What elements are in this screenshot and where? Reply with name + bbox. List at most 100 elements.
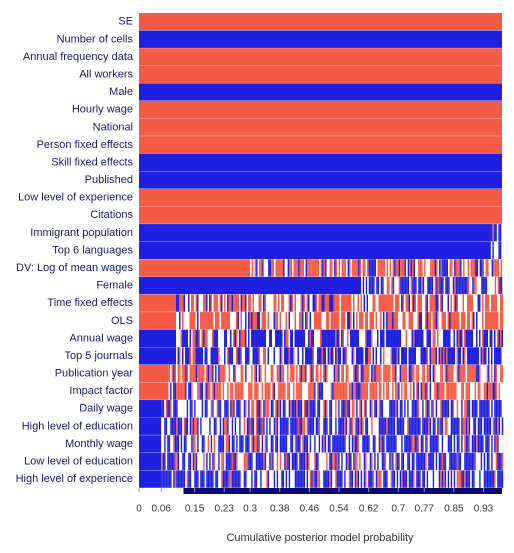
mixed-stripe (453, 294, 456, 313)
mixed-stripe (215, 347, 217, 365)
mixed-stripe (367, 259, 369, 277)
mixed-stripe (269, 347, 271, 365)
mixed-stripe (356, 312, 358, 330)
mixed-stripe (419, 364, 421, 383)
mixed-stripe (497, 276, 500, 295)
mixed-stripe (470, 259, 473, 277)
mixed-stripe (242, 347, 244, 365)
mixed-stripe (188, 435, 190, 453)
mixed-stripe (203, 312, 205, 330)
mixed-stripe (375, 312, 378, 330)
mixed-stripe (371, 347, 373, 365)
mixed-stripe (434, 470, 436, 488)
mixed-stripe (194, 417, 196, 436)
mixed-stripe (206, 347, 208, 365)
mixed-stripe (486, 329, 489, 348)
mixed-stripe (305, 347, 307, 365)
mixed-stripe (245, 417, 247, 436)
mixed-stripe (425, 470, 427, 488)
mixed-stripe (291, 312, 294, 330)
mixed-stripe (290, 364, 292, 383)
mixed-stripe (260, 382, 262, 401)
row-label: Citations (90, 209, 133, 221)
row-solid (139, 347, 177, 365)
mixed-stripe (380, 276, 383, 295)
mixed-stripe (236, 364, 238, 383)
mixed-stripe (363, 435, 366, 453)
mixed-stripe (288, 452, 291, 471)
mixed-stripe (191, 364, 193, 383)
mixed-stripe (467, 259, 470, 277)
mixed-stripe (423, 382, 426, 401)
mixed-stripe (441, 382, 444, 401)
mixed-stripe (224, 400, 226, 418)
mixed-stripe (274, 259, 276, 277)
mixed-stripe (222, 435, 225, 453)
mixed-stripe (422, 400, 424, 418)
mixed-stripe (422, 364, 424, 383)
mixed-stripe (347, 382, 349, 401)
mixed-stripe (390, 364, 393, 383)
mixed-stripe (420, 294, 423, 313)
mixed-stripe (329, 294, 331, 313)
mixed-stripe (471, 294, 474, 313)
mixed-stripe (389, 470, 391, 488)
mixed-stripe (372, 382, 375, 401)
mixed-stripe (359, 435, 361, 453)
mixed-stripe (363, 382, 366, 401)
mixed-stripe (286, 259, 288, 277)
mixed-stripe (180, 382, 183, 401)
mixed-stripe (426, 400, 429, 418)
mixed-stripe (410, 347, 412, 365)
row-label: DV: Log of mean wages (16, 262, 133, 274)
mixed-stripe (281, 347, 283, 365)
mixed-stripe (195, 294, 198, 313)
mixed-stripe (362, 329, 364, 348)
mixed-stripe (273, 294, 276, 313)
mixed-stripe (500, 470, 502, 488)
mixed-stripe (320, 470, 322, 488)
mixed-stripe (317, 417, 319, 436)
mixed-stripe (357, 364, 360, 383)
mixed-stripe (186, 347, 189, 365)
mixed-stripe (320, 329, 322, 348)
mixed-stripe (240, 294, 243, 313)
mixed-stripe (209, 364, 211, 383)
mixed-stripe (393, 294, 396, 313)
mixed-stripe (389, 435, 391, 453)
mixed-stripe (429, 294, 432, 313)
mixed-stripe (302, 400, 304, 418)
mixed-stripe (227, 329, 229, 348)
mixed-stripe (312, 329, 315, 348)
mixed-stripe (371, 312, 373, 330)
mixed-stripe (234, 382, 237, 401)
mixed-stripe (264, 294, 267, 313)
mixed-stripe (251, 364, 253, 383)
mixed-stripe (459, 312, 462, 330)
mixed-stripe (492, 400, 495, 418)
mixed-stripe (171, 417, 174, 436)
mixed-stripe (216, 347, 219, 365)
mixed-stripe (216, 294, 219, 313)
mixed-stripe (491, 400, 493, 418)
mixed-stripe (471, 347, 474, 365)
mixed-stripe (452, 417, 454, 436)
mixed-stripe (327, 294, 330, 313)
mixed-stripe (354, 417, 357, 436)
mixed-stripe (446, 417, 448, 436)
mixed-stripe (452, 435, 454, 453)
mixed-stripe (216, 329, 219, 348)
mixed-stripe (230, 435, 232, 453)
mixed-stripe (365, 312, 367, 330)
mixed-stripe (335, 417, 337, 436)
mixed-stripe (456, 417, 459, 436)
mixed-stripe (312, 435, 315, 453)
mixed-stripe (381, 435, 384, 453)
mixed-stripe (188, 417, 190, 436)
mixed-stripe (498, 364, 501, 383)
mixed-stripe (318, 470, 321, 488)
mixed-stripe (240, 452, 243, 471)
mixed-stripe (330, 312, 333, 330)
mixed-stripe (486, 452, 489, 471)
mixed-stripe (290, 470, 292, 488)
